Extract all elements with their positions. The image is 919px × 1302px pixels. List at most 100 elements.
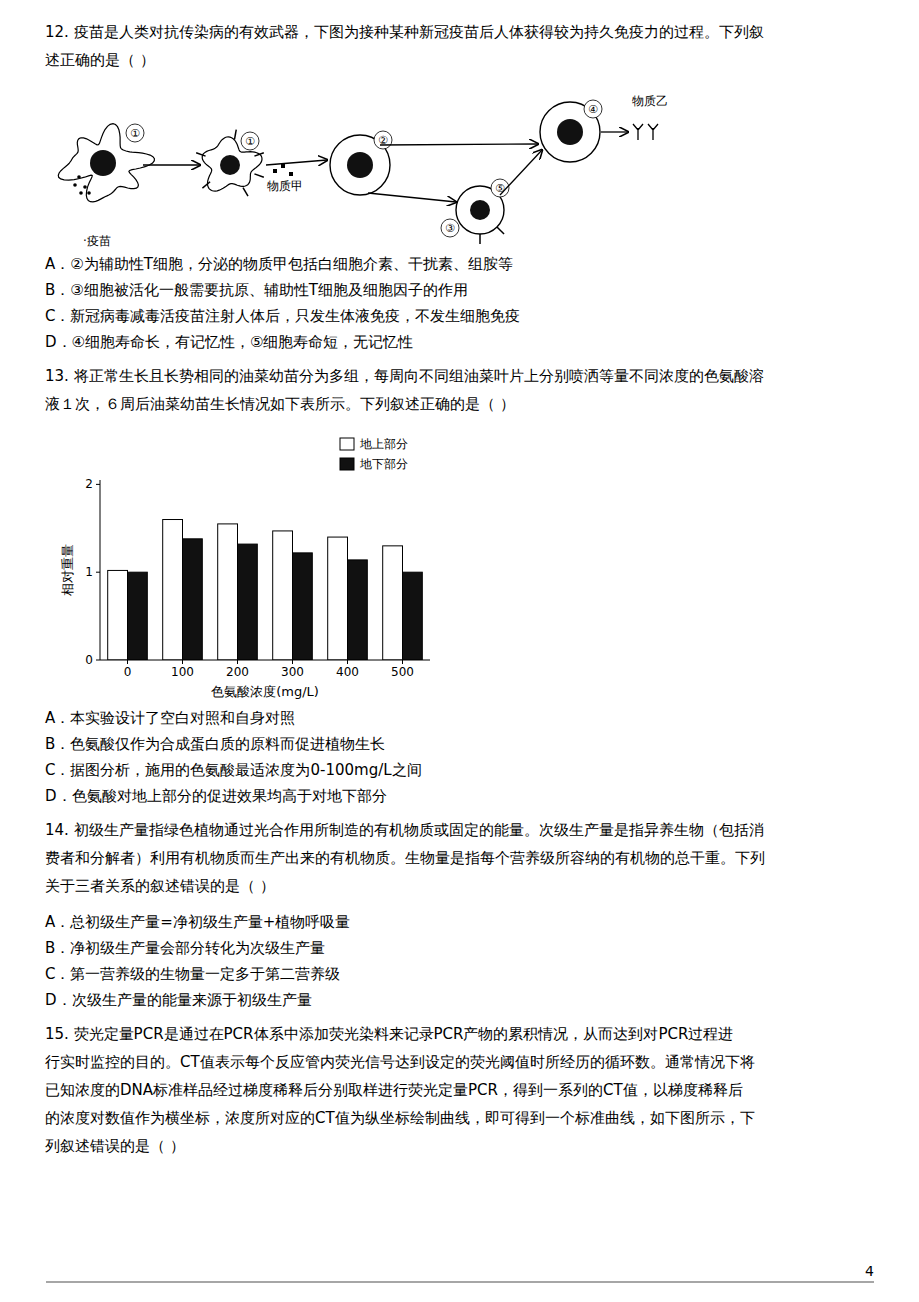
body-text: D．次级生产量的能量来源于初级生产量 (45, 991, 312, 1009)
cell-number-ring (241, 132, 259, 150)
bar (128, 572, 148, 660)
body-text: 13. 将正常生长且长势相同的油菜幼苗分为多组，每周向不同组油菜叶片上分别喷洒等… (45, 367, 764, 385)
cell-number-ring (374, 131, 392, 149)
body-text: 12. 疫苗是人类对抗传染病的有效武器，下图为接种某种新冠疫苗后人体获得较为持久… (45, 23, 764, 41)
diagram-label: ·疫苗 (83, 234, 111, 248)
bar (163, 520, 183, 660)
x-axis-label: 色氨酸浓度(mg/L) (211, 684, 319, 699)
body-text: A．本实验设计了空白对照和自身对照 (45, 709, 295, 727)
bar (383, 546, 403, 660)
body-text: A．②为辅助性T细胞，分泌的物质甲包括白细胞介素、干扰素、组胺等 (45, 255, 513, 273)
cell-arm (243, 188, 248, 197)
antibody (648, 124, 658, 140)
plasma-cell-nucleus (470, 200, 490, 220)
x-tick (292, 660, 293, 664)
macrophage (58, 124, 154, 202)
bottom-rule (46, 1282, 874, 1283)
x-tick (402, 660, 403, 664)
arrow (143, 164, 200, 165)
substance-a-particle (281, 164, 285, 168)
b-cell-nucleus (347, 152, 373, 178)
vaccine-particle (87, 191, 91, 195)
body-text: A．总初级生产量=净初级生产量+植物呼吸量 (45, 913, 350, 931)
bar (348, 560, 368, 660)
x-tick (237, 660, 238, 664)
x-tick (182, 660, 183, 664)
cell-number: ① (130, 127, 140, 140)
cell-arm (196, 153, 205, 156)
arrow (601, 131, 628, 132)
body-text: 的浓度对数值作为横坐标，浓度所对应的CT值为纵坐标绘制曲线，即可得到一个标准曲线… (45, 1109, 755, 1127)
legend: 地上部分地下部分 (340, 437, 408, 471)
x-tick-label: 0 (124, 665, 132, 679)
diagram-label: 物质甲 (267, 179, 303, 193)
y-tick (96, 572, 100, 573)
body-text: 关于三者关系的叙述错误的是（ ） (45, 877, 275, 895)
bar (238, 544, 258, 660)
x-tick-label: 200 (226, 665, 249, 679)
bar (403, 572, 423, 660)
bar (273, 531, 293, 660)
vaccine-particle (73, 183, 77, 187)
body-text: B．③细胞被活化一般需要抗原、辅助性T细胞及细胞因子的作用 (45, 281, 468, 299)
arrow (500, 150, 542, 195)
x-tick-label: 300 (281, 665, 304, 679)
x-tick-label: 100 (171, 665, 194, 679)
arrow (368, 193, 456, 202)
legend-swatch (340, 438, 354, 450)
body-text: 14. 初级生产量指绿色植物通过光合作用所制造的有机物质或固定的能量。次级生产量… (45, 821, 764, 839)
arrow (266, 160, 327, 165)
cell-arm (254, 174, 263, 177)
substance-a-particle (289, 172, 293, 176)
bar-chart: 0 1 2 0 100 200 300 400 500 色氨酸浓度(mg/L) 相对重量 地上部分地下… (60, 437, 431, 699)
diagram-label: 物质乙 (632, 94, 668, 108)
body-text: B．色氨酸仅作为合成蛋白质的原料而促进植物生长 (45, 735, 385, 753)
arrow (380, 144, 538, 145)
bar (293, 553, 313, 660)
bar (218, 524, 238, 660)
body-text: 列叙述错误的是（ ） (45, 1137, 185, 1155)
t-helper-nucleus (220, 155, 240, 175)
y-tick-label: 1 (85, 565, 93, 579)
cell-arm (254, 153, 263, 156)
y-tick-label: 2 (85, 477, 93, 491)
cell-number-ring (584, 100, 602, 118)
cell-stub (479, 234, 481, 244)
x-tick-label: 400 (336, 665, 359, 679)
body-text: 15. 荧光定量PCR是通过在PCR体系中添加荧光染料来记录PCR产物的累积情况… (45, 1025, 733, 1043)
b-cell (330, 135, 390, 195)
substance-a-particle (273, 169, 277, 173)
cell-number: ④ (588, 103, 598, 116)
y-axis-label: 相对重量 (60, 544, 75, 596)
body-text: 行实时监控的目的。CT值表示每个反应管内荧光信号达到设定的荧光阈值时所经历的循环… (45, 1053, 755, 1071)
bar (328, 537, 348, 660)
cell-arm (235, 130, 237, 140)
y-tick-label: 0 (85, 653, 93, 667)
bar (183, 539, 203, 660)
cell-number: ① (245, 135, 255, 148)
cell-number: ⑤ (495, 182, 505, 195)
y-axis-line (100, 480, 101, 660)
body-text: C．据图分析，施用的色氨酸最适浓度为0-100mg/L之间 (45, 761, 422, 779)
body-text: 费者和分解者）利用有机物质而生产出来的有机物质。生物量是指每个营养级所容纳的有机… (45, 849, 765, 867)
x-tick (347, 660, 348, 664)
page-number: 4 (865, 1263, 874, 1279)
immune-diagram: ·疫苗①①②物质甲④③⑤物质乙 (58, 94, 668, 248)
vaccine-particle (79, 191, 83, 195)
page: 12. 疫苗是人类对抗传染病的有效武器，下图为接种某种新冠疫苗后人体获得较为持久… (0, 0, 919, 1302)
cell-number-ring (126, 124, 144, 142)
memory-cell-nucleus (557, 119, 583, 145)
bars (108, 520, 423, 660)
x-tick-label: 500 (391, 665, 414, 679)
antibody (633, 124, 643, 140)
body-text: 液１次，６周后油菜幼苗生长情况如下表所示。下列叙述正确的是（ ） (45, 395, 515, 413)
y-tick (96, 660, 100, 661)
body-text: 已知浓度的DNA标准样品经过梯度稀释后分别取样进行荧光定量PCR，得到一系列的C… (45, 1081, 743, 1099)
memory-cell (540, 102, 600, 162)
cell-number-ring (441, 219, 459, 237)
macrophage-nucleus (90, 150, 116, 176)
vaccine-particle (77, 175, 81, 179)
cell-stub (497, 227, 504, 234)
bar (108, 570, 128, 660)
body-text: D．色氨酸对地上部分的促进效果均高于对地下部分 (45, 787, 387, 805)
